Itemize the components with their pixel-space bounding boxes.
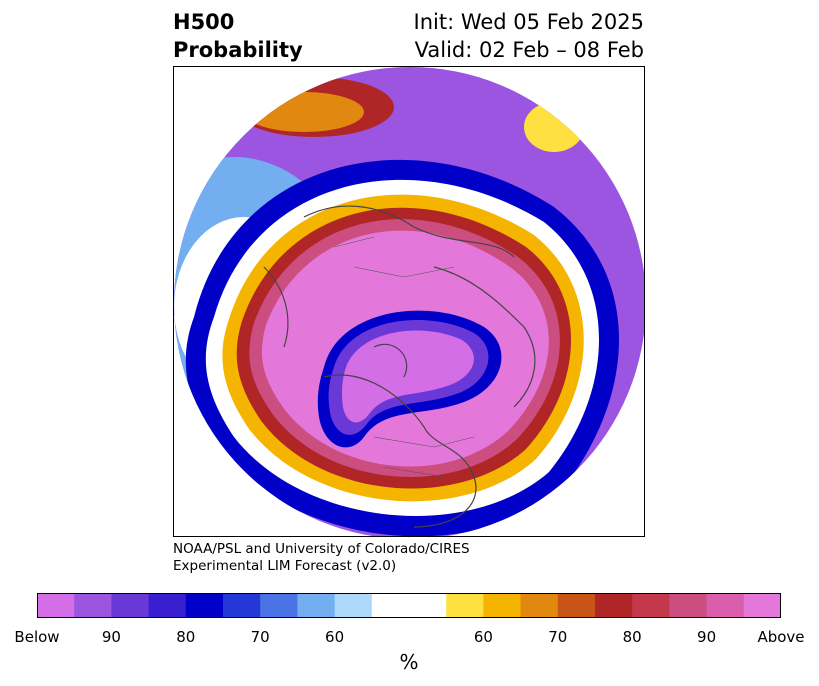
colorbar-tick-label: 90 [101, 628, 121, 646]
map-svg [174, 67, 644, 536]
colorbar-tick-label: 80 [176, 628, 196, 646]
colorbar-tick-label: 90 [697, 628, 717, 646]
colorbar-segment [595, 593, 633, 618]
colorbar-segment [371, 593, 447, 618]
colorbar-segment [223, 593, 261, 618]
init-date: Init: Wed 05 Feb 2025 [413, 10, 644, 34]
credit-line-1: NOAA/PSL and University of Colorado/CIRE… [173, 541, 470, 557]
colorbar-segment [706, 593, 745, 618]
colorbar-segment [74, 593, 112, 618]
colorbar-tick-label: 60 [473, 628, 493, 646]
anomaly-north-edge [244, 92, 364, 132]
colorbar-segment [148, 593, 187, 618]
polar-map [173, 66, 645, 537]
colorbar [37, 593, 781, 618]
credit-text: NOAA/PSL and University of Colorado/CIRE… [173, 541, 470, 575]
colorbar-segment [483, 593, 522, 618]
colorbar-tick-label: 70 [548, 628, 568, 646]
coastlines [263, 205, 536, 528]
colorbar-segment [669, 593, 708, 618]
forecast-dates: Init: Wed 05 Feb 2025 Valid: 02 Feb – 08… [414, 8, 644, 64]
colorbar-segment [185, 593, 224, 618]
colorbar-tick-label: Below [14, 628, 60, 646]
figure-title: H500 Probability [173, 8, 303, 64]
colorbar-segment [557, 593, 596, 618]
title-line-1: H500 [173, 10, 235, 34]
colorbar-unit-label: % [399, 650, 419, 674]
colorbar-tick-label: 70 [250, 628, 270, 646]
colorbar-tick-label: 60 [325, 628, 345, 646]
colorbar-segment [297, 593, 336, 618]
colorbar-border [37, 593, 781, 618]
colorbar-segment [260, 593, 298, 618]
colorbar-segment [520, 593, 559, 618]
colorbar-tick-label: Above [757, 628, 805, 646]
colorbar-segment [334, 593, 373, 618]
colorbar-segment [37, 593, 75, 618]
colorbar-segment [111, 593, 150, 618]
credit-line-2: Experimental LIM Forecast (v2.0) [173, 558, 397, 574]
borders [333, 236, 475, 478]
colorbar-segment [446, 593, 484, 618]
colorbar-segment [743, 593, 781, 618]
colorbar-tick-label: 80 [622, 628, 642, 646]
anomaly-ne-above [524, 102, 584, 152]
title-line-2: Probability [173, 38, 303, 62]
colorbar-segment [632, 593, 670, 618]
valid-range: Valid: 02 Feb – 08 Feb [414, 38, 644, 62]
trough-core [342, 330, 474, 423]
